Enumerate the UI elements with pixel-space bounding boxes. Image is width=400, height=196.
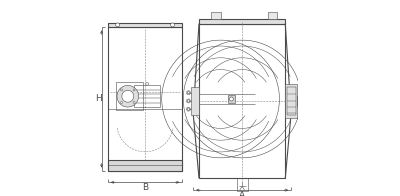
Text: H: H [95, 94, 102, 103]
Circle shape [187, 108, 190, 110]
Circle shape [120, 102, 122, 103]
Circle shape [120, 89, 122, 91]
Circle shape [187, 100, 190, 102]
Bar [298, 96, 300, 106]
Circle shape [170, 23, 174, 27]
Circle shape [117, 85, 138, 107]
Circle shape [187, 92, 190, 94]
Circle shape [133, 102, 135, 103]
Text: B: B [142, 183, 148, 192]
Bar [108, 23, 182, 27]
Bar [287, 87, 296, 115]
Bar [108, 160, 182, 171]
Text: A: A [239, 191, 245, 196]
Circle shape [116, 23, 120, 27]
Circle shape [230, 97, 233, 101]
Bar [228, 95, 235, 103]
Circle shape [122, 90, 134, 102]
Bar [199, 19, 285, 24]
Bar [108, 27, 182, 171]
Bar [268, 12, 278, 19]
Bar [134, 85, 160, 107]
Bar [199, 24, 285, 178]
Bar [237, 178, 248, 191]
Circle shape [133, 89, 135, 91]
Bar [285, 84, 298, 118]
Bar [191, 87, 199, 115]
Bar [211, 12, 220, 19]
Circle shape [146, 83, 148, 85]
Bar [116, 82, 143, 110]
